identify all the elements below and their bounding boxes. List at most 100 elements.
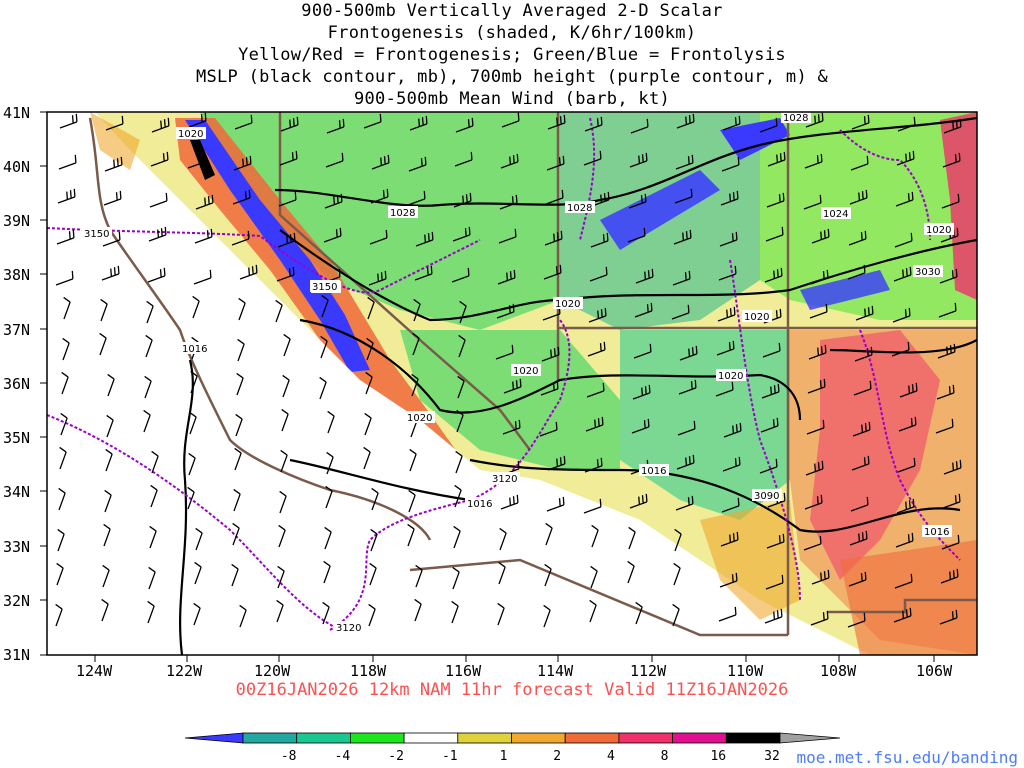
wind-barb-flag bbox=[820, 346, 823, 355]
wind-barb-shaft bbox=[106, 419, 114, 438]
wind-barb-shaft bbox=[629, 501, 648, 509]
credit-link[interactable]: moe.met.fsu.edu/banding bbox=[796, 748, 1018, 767]
wind-barb-flag bbox=[424, 234, 427, 243]
wind-barb-flag bbox=[559, 457, 562, 466]
wind-barb-flag bbox=[955, 461, 958, 470]
wind-barb-shaft bbox=[853, 388, 872, 396]
wind-barb-flag bbox=[144, 375, 152, 382]
wind-barb-shaft bbox=[233, 163, 252, 171]
wind-barb-flag bbox=[778, 535, 781, 544]
wind-barb-flag bbox=[952, 462, 955, 471]
wind-barb-flag bbox=[869, 380, 872, 389]
wind-barb-flag bbox=[211, 194, 214, 203]
wind-barb-flag bbox=[162, 153, 165, 162]
wind-barb-shaft bbox=[632, 392, 651, 400]
lat-label: 37N bbox=[3, 321, 30, 339]
wind-barb-flag bbox=[369, 562, 377, 569]
wind-barb-shaft bbox=[501, 120, 520, 128]
wind-barb-shaft bbox=[628, 201, 647, 209]
lon-label: 112W bbox=[630, 662, 667, 680]
wind-barb-flag bbox=[955, 120, 958, 129]
wind-barb-flag bbox=[816, 496, 819, 505]
wind-barb-shaft bbox=[104, 494, 112, 513]
wind-barb-shaft bbox=[938, 310, 957, 318]
wind-barb-flag bbox=[641, 495, 644, 504]
wind-barb-flag bbox=[411, 373, 419, 380]
title-line-1: 900-500mb Vertically Averaged 2-D Scalar bbox=[301, 1, 723, 21]
wind-barb-shaft bbox=[937, 351, 956, 359]
wind-barb-flag bbox=[651, 268, 654, 277]
wind-barb-flag bbox=[688, 115, 691, 124]
mslp-label: 1016 bbox=[467, 499, 492, 510]
wind-barb-flag bbox=[729, 308, 732, 317]
wind-barb-flag bbox=[868, 421, 871, 430]
wind-barb-flag bbox=[814, 115, 817, 124]
wind-barb-flag bbox=[826, 610, 829, 619]
wind-barb-shaft bbox=[499, 532, 507, 551]
wind-barb-shaft bbox=[451, 605, 459, 624]
wind-barb-flag bbox=[602, 382, 605, 391]
wind-barb-flag bbox=[911, 384, 914, 393]
colorbar-box bbox=[672, 732, 727, 744]
wind-barb-flag bbox=[556, 458, 559, 467]
wind-barb-shaft bbox=[586, 390, 605, 398]
wind-barb-shaft bbox=[584, 124, 603, 132]
wind-barb-flag bbox=[462, 195, 465, 204]
wind-barb-shaft bbox=[895, 540, 914, 548]
height-label-bg bbox=[82, 227, 112, 239]
wind-barb-flag bbox=[210, 228, 213, 237]
wind-barb-shaft bbox=[61, 376, 69, 395]
wind-barbs bbox=[55, 112, 962, 628]
wind-barb-flag bbox=[959, 118, 962, 127]
wind-barb-shaft bbox=[103, 528, 111, 547]
wind-barb-flag bbox=[775, 117, 778, 126]
wind-barb-flag bbox=[605, 266, 608, 275]
wind-barb-shaft bbox=[851, 463, 870, 471]
wind-barb-flag bbox=[426, 267, 429, 276]
wind-barb-flag bbox=[553, 233, 556, 242]
wind-barb-flag bbox=[465, 194, 468, 203]
wind-barb-flag bbox=[383, 156, 386, 165]
wind-barb-shaft bbox=[415, 239, 434, 247]
mslp-label: 1020 bbox=[744, 312, 769, 323]
wind-barb-flag bbox=[236, 372, 244, 379]
wind-barb-flag bbox=[949, 345, 952, 354]
wind-barb-flag bbox=[728, 342, 731, 351]
wind-barb-flag bbox=[322, 601, 330, 608]
wind-barb-shaft bbox=[590, 240, 609, 248]
wind-barb-flag bbox=[515, 380, 518, 389]
wind-barb-shaft bbox=[721, 505, 740, 513]
wind-barb-flag bbox=[779, 153, 782, 162]
wind-barb-flag bbox=[105, 448, 113, 455]
wind-barb-flag bbox=[363, 446, 371, 453]
wind-barb-flag bbox=[863, 264, 866, 273]
wind-barb-flag bbox=[499, 527, 507, 534]
wind-barb-shaft bbox=[321, 299, 329, 318]
wind-barb-shaft bbox=[58, 492, 66, 511]
wind-barb-shaft bbox=[414, 603, 422, 622]
wind-barb-shaft bbox=[679, 353, 698, 361]
lon-label: 106W bbox=[916, 662, 953, 680]
wind-barb-flag bbox=[736, 190, 739, 199]
wind-barb-flag bbox=[685, 231, 688, 240]
wind-barb-shaft bbox=[57, 196, 76, 204]
wind-barb-shaft bbox=[583, 506, 602, 514]
wind-barb-shaft bbox=[635, 276, 654, 284]
boundaries bbox=[88, 112, 977, 637]
wind-barb-shaft bbox=[847, 272, 866, 280]
wind-barb-shaft bbox=[324, 531, 332, 550]
wind-barb-shaft bbox=[367, 301, 375, 320]
wind-barb-shaft bbox=[371, 492, 379, 511]
wind-barb-shaft bbox=[764, 275, 783, 283]
wind-barb-shaft bbox=[187, 491, 195, 510]
wind-barb-flag bbox=[407, 523, 415, 530]
wind-barb-flag bbox=[597, 418, 600, 427]
wind-barb-flag bbox=[736, 531, 739, 540]
wind-barb-shaft bbox=[276, 274, 295, 282]
lon-label: 116W bbox=[445, 662, 482, 680]
wind-barb-shaft bbox=[55, 278, 74, 286]
wind-barb-flag bbox=[320, 335, 328, 342]
wind-barb-flag bbox=[167, 117, 170, 126]
wind-barb-flag bbox=[251, 266, 254, 275]
wind-barb-flag bbox=[778, 194, 781, 203]
